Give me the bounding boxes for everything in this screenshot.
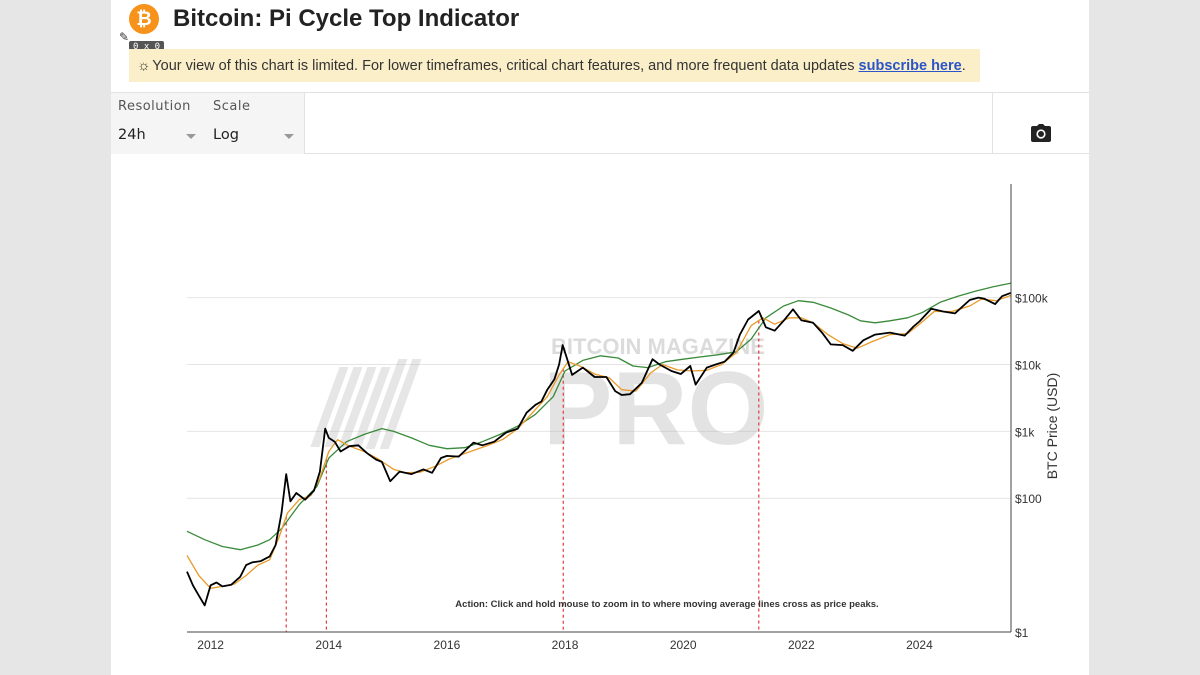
limited-view-notice: ☼ Your view of this chart is limited. Fo… xyxy=(129,49,980,82)
watermark-main-text: PRO xyxy=(543,351,768,467)
chart-panel: ₿ Bitcoin: Pi Cycle Top Indicator ✎ 0 x … xyxy=(111,0,1089,675)
x-tick-label: 2014 xyxy=(315,638,342,652)
chevron-down-icon xyxy=(186,134,196,139)
chart-controls: Resolution 24h Scale Log xyxy=(111,92,1089,154)
resolution-value: 24h xyxy=(118,127,146,143)
y-tick-label: $1 xyxy=(1015,626,1029,640)
bitcoin-logo-icon: ₿ xyxy=(129,4,159,34)
scale-value: Log xyxy=(213,127,239,143)
resolution-label: Resolution xyxy=(118,99,191,114)
chevron-down-icon xyxy=(284,134,294,139)
x-tick-label: 2016 xyxy=(434,638,461,652)
scale-select[interactable]: Scale Log xyxy=(206,93,305,154)
watermark: BITCOIN MAGAZINE PRO xyxy=(310,334,768,467)
watermark-top-text: BITCOIN MAGAZINE xyxy=(551,334,765,359)
y-tick-label: $10k xyxy=(1015,358,1042,372)
cross-lines xyxy=(285,320,760,632)
chart-annotation: Action: Click and hold mouse to zoom in … xyxy=(455,599,878,610)
price-series-line xyxy=(186,291,1012,607)
watermark-logo-icon xyxy=(310,359,422,449)
camera-icon xyxy=(1031,124,1051,142)
chart-area[interactable]: BITCOIN MAGAZINE PRO $1 $100 $1k $10k $100k 2… xyxy=(111,154,1089,675)
notice-suffix: . xyxy=(961,57,966,74)
notice-text: Your view of this chart is limited. For … xyxy=(152,57,855,74)
series-lines xyxy=(186,282,1012,607)
pencil-icon[interactable]: ✎ xyxy=(119,30,130,44)
page-title: Bitcoin: Pi Cycle Top Indicator xyxy=(173,5,520,32)
x-tick-label: 2020 xyxy=(670,638,697,652)
y-tick-label: $100k xyxy=(1015,292,1049,306)
screenshot-button[interactable] xyxy=(992,93,1089,154)
scale-label: Scale xyxy=(213,99,251,114)
title-row: ₿ Bitcoin: Pi Cycle Top Indicator xyxy=(129,2,519,36)
y-tick-label: $1k xyxy=(1015,425,1035,439)
axes: $1 $100 $1k $10k $100k 2012 2014 2016 2018 2020 20… xyxy=(187,184,1049,652)
pi-cycle-chart[interactable]: BITCOIN MAGAZINE PRO $1 $100 $1k $10k $100k 2… xyxy=(111,154,1089,675)
subscribe-link[interactable]: subscribe here xyxy=(858,57,962,74)
y-axis-label: BTC Price (USD) xyxy=(1044,373,1060,480)
x-tick-label: 2012 xyxy=(197,638,224,652)
sun-icon: ☼ xyxy=(137,57,151,74)
x-tick-label: 2024 xyxy=(906,638,933,652)
x-tick-label: 2018 xyxy=(552,638,579,652)
resolution-select[interactable]: Resolution 24h xyxy=(111,93,207,154)
x-tick-label: 2022 xyxy=(788,638,815,652)
y-tick-label: $100 xyxy=(1015,492,1042,506)
